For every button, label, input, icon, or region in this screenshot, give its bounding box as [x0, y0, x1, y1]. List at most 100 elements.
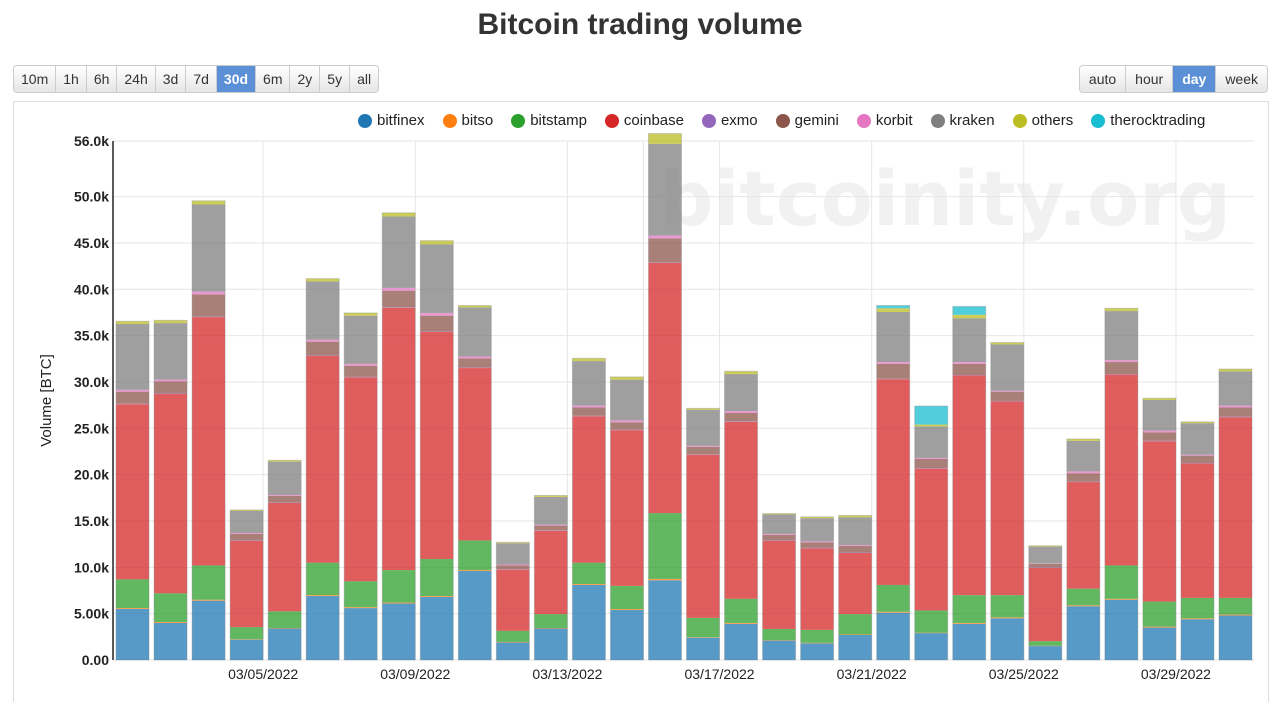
- legend-label: coinbase: [624, 112, 684, 129]
- y-tick-label: 30.0k: [74, 374, 109, 390]
- bar-segment-gemini: [154, 382, 187, 394]
- bar-segment-kraken: [801, 518, 834, 541]
- bar-segment-bitso: [1219, 615, 1252, 616]
- bar-segment-gemini: [268, 496, 301, 502]
- bar-segment-others: [877, 308, 910, 312]
- legend-marker: [702, 114, 716, 128]
- range-6m-button[interactable]: 6m: [256, 66, 290, 92]
- x-tick-label: 03/13/2022: [532, 666, 602, 682]
- bar-segment-coinbase: [763, 541, 796, 629]
- bar-segment-bitfinex: [610, 610, 643, 660]
- bar-segment-bitstamp: [725, 599, 758, 623]
- range-24h-button[interactable]: 24h: [117, 66, 155, 92]
- bar-segment-bitfinex: [915, 633, 948, 660]
- bar-segment-korbit: [1181, 455, 1214, 456]
- bar-segment-bitso: [154, 622, 187, 623]
- bar-segment-korbit: [763, 534, 796, 535]
- legend-item-therocktrading[interactable]: therocktrading: [1091, 112, 1205, 129]
- bar-segment-bitfinex: [382, 603, 415, 660]
- bar-segment-korbit: [610, 420, 643, 422]
- bar-segment-bitfinex: [154, 623, 187, 660]
- unit-week-button[interactable]: week: [1216, 66, 1267, 92]
- y-tick-label: 56.0k: [74, 133, 109, 149]
- unit-day-button[interactable]: day: [1173, 66, 1216, 92]
- bar-segment-coinbase: [687, 455, 720, 618]
- bar-segment-korbit: [1067, 471, 1100, 473]
- bar-segment-korbit: [877, 362, 910, 364]
- bar-segment-korbit: [154, 380, 187, 382]
- bar-segment-gemini: [648, 238, 681, 262]
- bar-segment-korbit: [1143, 431, 1176, 433]
- legend-marker: [931, 114, 945, 128]
- bar-segment-gemini: [420, 316, 453, 332]
- bar-segment-korbit: [801, 541, 834, 542]
- bar-segment-kraken: [1143, 400, 1176, 431]
- bar-segment-korbit: [458, 356, 491, 358]
- bar-segment-gemini: [116, 392, 149, 404]
- bar-segment-coinbase: [1143, 441, 1176, 601]
- unit-auto-button[interactable]: auto: [1080, 66, 1126, 92]
- bar-segment-bitfinex: [268, 628, 301, 660]
- bar-segment-gemini: [572, 407, 605, 415]
- bar-segment-korbit: [116, 390, 149, 392]
- bar-segment-bitfinex: [763, 641, 796, 660]
- legend-item-coinbase[interactable]: coinbase: [605, 112, 684, 129]
- range-7d-button[interactable]: 7d: [186, 66, 217, 92]
- bar-segment-bitso: [991, 617, 1024, 618]
- bar-segment-coinbase: [534, 531, 567, 614]
- range-10m-button[interactable]: 10m: [14, 66, 56, 92]
- y-tick-label: 50.0k: [74, 189, 109, 205]
- bar-segment-bitstamp: [382, 570, 415, 602]
- y-tick-label: 25.0k: [74, 420, 109, 436]
- range-6h-button[interactable]: 6h: [87, 66, 118, 92]
- bar-segment-bitfinex: [458, 571, 491, 660]
- bar-segment-gemini: [1219, 407, 1252, 416]
- bar-segment-coinbase: [610, 430, 643, 586]
- bar-segment-bitfinex: [192, 601, 225, 660]
- y-tick-label: 40.0k: [74, 281, 109, 297]
- legend-item-gemini[interactable]: gemini: [776, 112, 839, 129]
- bar-segment-bitso: [1067, 605, 1100, 606]
- bar-segment-gemini: [953, 364, 986, 375]
- bar-segment-bitfinex: [687, 638, 720, 660]
- legend-label: korbit: [876, 112, 913, 129]
- bar-segment-gemini: [534, 526, 567, 531]
- legend-item-others[interactable]: others: [1013, 112, 1074, 129]
- bar-segment-coinbase: [382, 308, 415, 570]
- bar-segment-kraken: [344, 316, 377, 364]
- unit-hour-button[interactable]: hour: [1126, 66, 1173, 92]
- bar-segment-kraken: [839, 517, 872, 545]
- bar-segment-coinbase: [877, 379, 910, 585]
- bar-segment-korbit: [572, 406, 605, 408]
- bar-segment-therocktrading: [953, 306, 986, 314]
- range-1h-button[interactable]: 1h: [56, 66, 87, 92]
- range-2y-button[interactable]: 2y: [290, 66, 320, 92]
- bar-segment-gemini: [1105, 362, 1138, 374]
- bar-segment-korbit: [268, 495, 301, 496]
- bar-segment-bitstamp: [1143, 602, 1176, 627]
- bar-segment-coinbase: [725, 422, 758, 599]
- legend-item-bitfinex[interactable]: bitfinex: [358, 112, 425, 129]
- range-30d-button[interactable]: 30d: [217, 66, 256, 92]
- legend-item-bitstamp[interactable]: bitstamp: [511, 112, 587, 129]
- bar-segment-bitso: [116, 608, 149, 609]
- legend-item-kraken[interactable]: kraken: [931, 112, 995, 129]
- range-3d-button[interactable]: 3d: [156, 66, 187, 92]
- bar-segment-bitso: [877, 612, 910, 613]
- legend-item-exmo[interactable]: exmo: [702, 112, 758, 129]
- bar-segment-others: [420, 241, 453, 245]
- bar-segment-kraken: [572, 361, 605, 405]
- bar-segment-bitso: [953, 623, 986, 624]
- bar-segment-kraken: [306, 281, 339, 339]
- range-5y-button[interactable]: 5y: [320, 66, 350, 92]
- bar-segment-kraken: [915, 426, 948, 458]
- legend-marker: [776, 114, 790, 128]
- legend-item-bitso[interactable]: bitso: [443, 112, 494, 129]
- bar-segment-kraken: [953, 318, 986, 362]
- bar-segment-bitso: [344, 607, 377, 608]
- legend-item-korbit[interactable]: korbit: [857, 112, 913, 129]
- x-tick-label: 03/17/2022: [684, 666, 754, 682]
- range-all-button[interactable]: all: [350, 66, 378, 92]
- bar-segment-coinbase: [458, 368, 491, 540]
- bar-segment-coinbase: [915, 469, 948, 611]
